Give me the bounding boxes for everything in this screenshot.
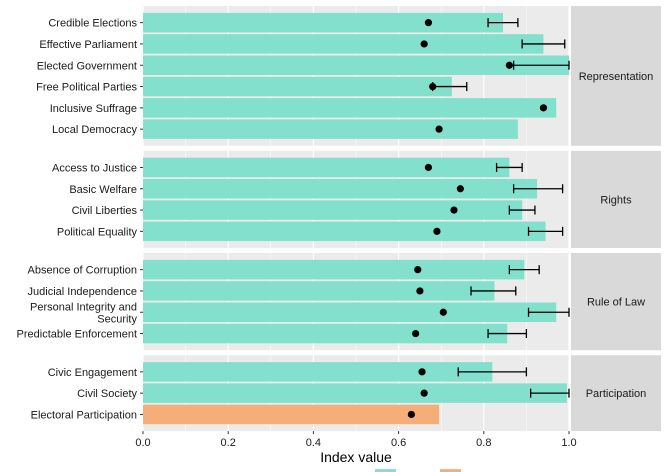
regional-average-point (420, 40, 428, 48)
category-label: Local Democracy (52, 124, 137, 136)
category-label: Credible Elections (48, 18, 137, 30)
regional-average-point (435, 125, 443, 133)
bar (143, 404, 440, 425)
x-tick-label: 0.8 (476, 437, 491, 449)
x-tick-label: 0.2 (221, 437, 236, 449)
panel-0: Representation Credible Elections Effectiv… (36, 6, 661, 146)
regional-average-point (539, 104, 548, 112)
regional-average-point (424, 19, 433, 27)
bar (143, 221, 546, 242)
category-label: Predictable Enforcement (17, 329, 137, 341)
category-label: Effective Parliament (39, 39, 137, 51)
facet-strip-label: Rights (600, 194, 632, 206)
bar (143, 98, 557, 118)
bar (143, 34, 544, 54)
regional-average-point (456, 185, 464, 193)
regional-average-point (433, 227, 441, 235)
regional-average-point (450, 206, 458, 214)
panels-layer: Representation Credible Elections Effectiv… (17, 6, 661, 432)
category-label-line: Personal Integrity and (30, 301, 137, 313)
category-label: Civil Liberties (72, 205, 138, 217)
legend-fill-key (440, 469, 461, 472)
bar (143, 323, 508, 344)
bar (143, 157, 510, 178)
regional-average-point (418, 368, 426, 376)
legend-fill-key (375, 469, 396, 472)
facet-strip (571, 355, 661, 432)
x-axis-title: Index value (320, 449, 392, 465)
bar (143, 281, 495, 301)
regional-average-point (439, 308, 447, 316)
category-label: Elected Government (37, 60, 137, 72)
bar (143, 55, 569, 75)
facet-strip (571, 150, 661, 248)
category-label: Judicial Independence (28, 286, 137, 298)
bar (143, 12, 503, 33)
facet-strip-label: Representation (579, 71, 654, 83)
regional-average-point (420, 389, 428, 397)
panel-3: Participation Civic Engagement Civil Socie… (31, 355, 661, 432)
x-tick-label: 0.0 (135, 437, 150, 449)
facet-strip (571, 6, 661, 146)
category-label: Inclusive Suffrage (50, 103, 137, 115)
facet-strip-label: Rule of Law (587, 297, 645, 309)
bar (143, 76, 452, 97)
regional-average-point (416, 287, 424, 295)
category-label: Absence of Corruption (28, 265, 137, 277)
regional-average-point (412, 329, 420, 338)
regional-average-point (414, 266, 422, 274)
category-label: Personal Integrity and Security (30, 301, 138, 325)
panel-1: Rights Access to Justice Basic Welfare Civi… (52, 150, 661, 248)
facet-strip (571, 253, 661, 351)
bar (143, 200, 523, 220)
category-label: Basic Welfare (69, 184, 137, 196)
legend: Regional average scoreHighMid-range (375, 469, 461, 472)
bar (143, 179, 538, 199)
bar (143, 302, 557, 322)
category-label: Electoral Participation (31, 409, 137, 421)
bar (143, 119, 518, 139)
panel-2: Rule of Law Absence of Corruption Judicial… (17, 253, 661, 351)
category-label: Access to Justice (52, 162, 137, 174)
regional-average-point (407, 410, 415, 419)
regional-average-point (424, 163, 433, 172)
category-label: Civil Society (77, 388, 137, 400)
category-label: Political Equality (57, 226, 138, 238)
bar (143, 259, 525, 280)
bar (143, 362, 493, 382)
x-axis: 0.0 0.2 0.4 0.6 0.8 1.0 (135, 431, 577, 449)
category-label-line: Security (97, 313, 137, 325)
category-label: Free Political Parties (36, 82, 137, 94)
x-tick-label: 0.6 (391, 437, 406, 449)
category-label: Civic Engagement (48, 367, 137, 379)
bar (143, 383, 567, 403)
x-tick-label: 0.4 (306, 437, 321, 449)
regional-average-point (505, 61, 513, 69)
facet-strip-label: Participation (586, 388, 647, 400)
regional-average-point (429, 82, 437, 91)
x-tick-label: 1.0 (561, 437, 576, 449)
